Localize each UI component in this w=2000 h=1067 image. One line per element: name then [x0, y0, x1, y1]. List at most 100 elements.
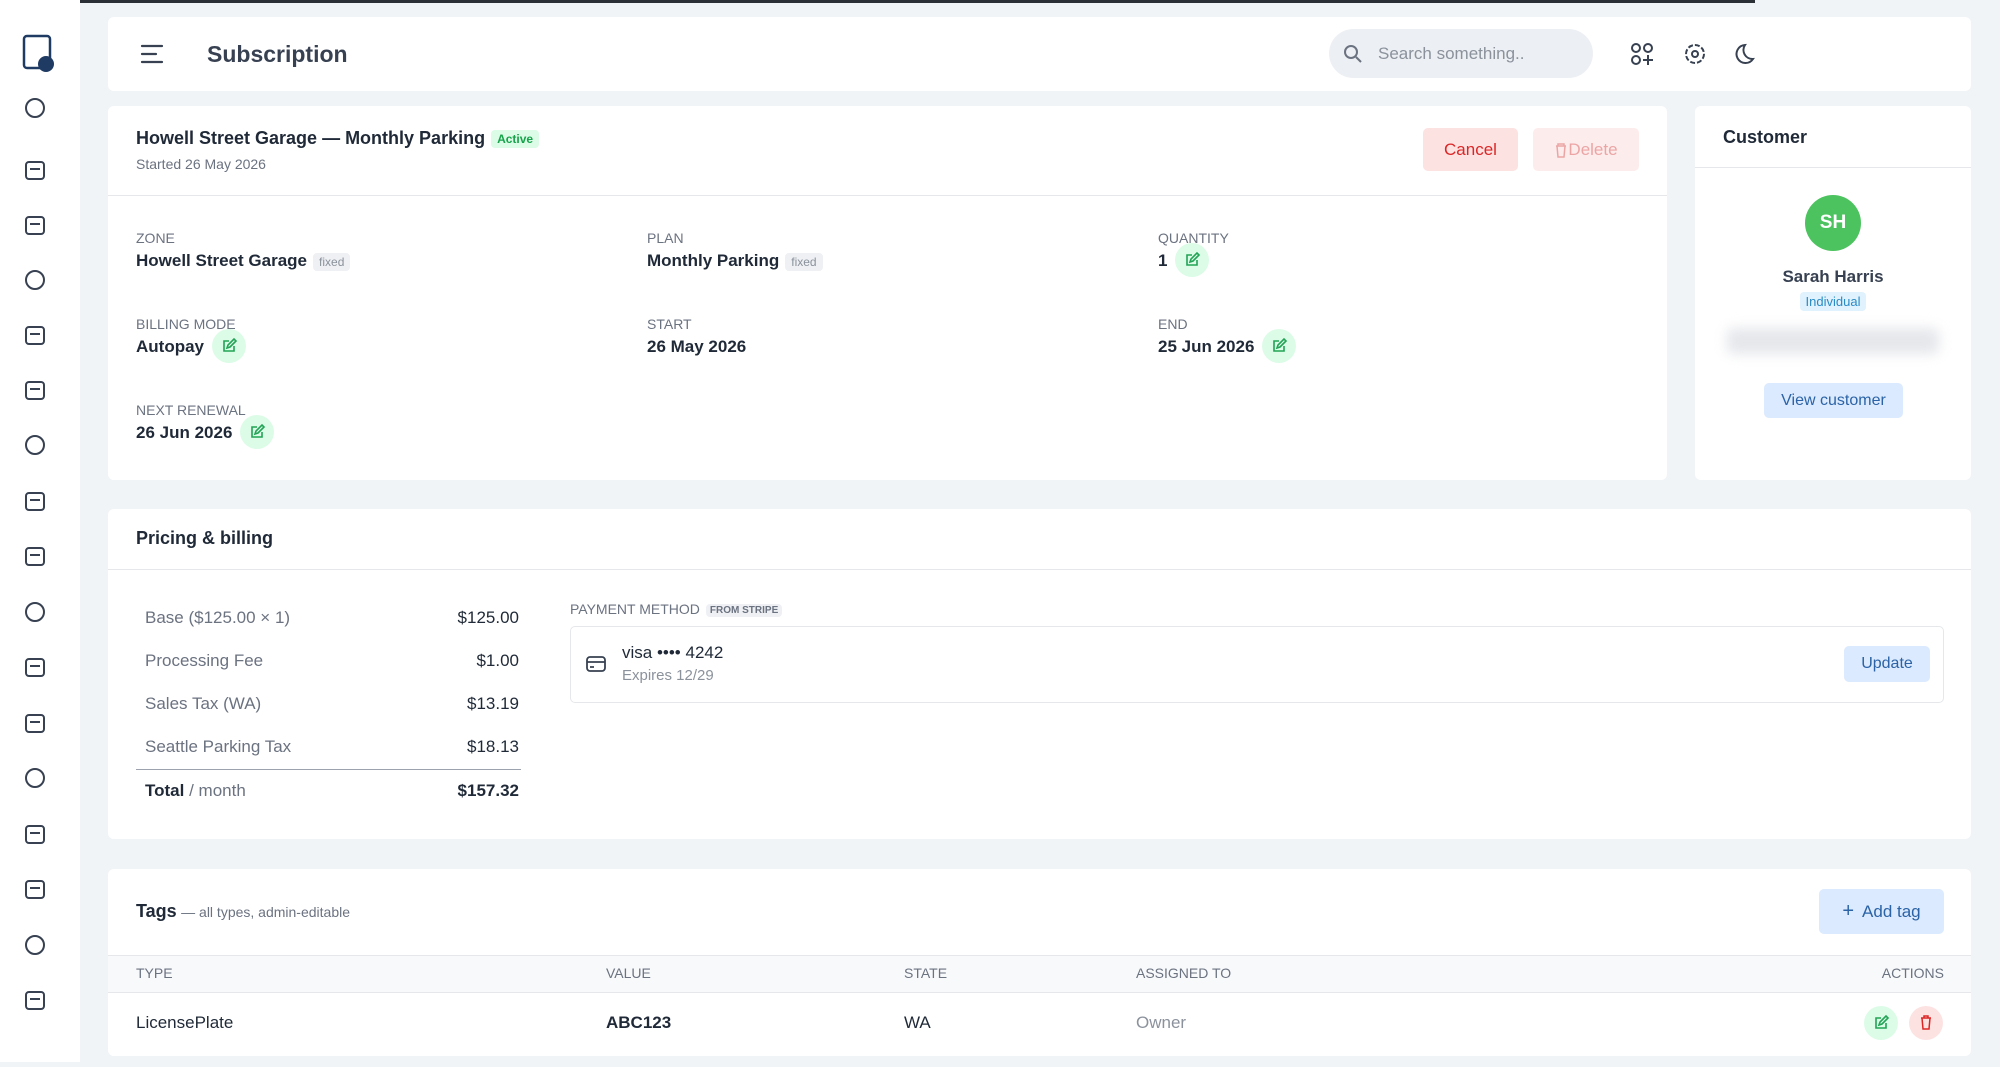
line-amount: $125.00 [457, 608, 519, 627]
delete-text: Delete [1568, 139, 1618, 159]
value-text: 25 Jun 2026 [1158, 337, 1255, 356]
nav-icon[interactable] [25, 435, 45, 455]
search-box[interactable]: Search something.. [1329, 29, 1593, 78]
field-value: 26 May 2026 [647, 337, 746, 357]
nav-icon[interactable] [25, 547, 45, 566]
tags-subtitle: — all types, admin-editable [181, 904, 351, 920]
card-icon [586, 656, 606, 672]
fixed-badge: fixed [313, 252, 351, 271]
payment-method-label: PAYMENT METHOD FROM STRIPE [570, 601, 783, 617]
divider [108, 569, 1971, 570]
field-label: NEXT RENEWAL [136, 402, 246, 418]
customer-type-wrap: Individual [1695, 292, 1971, 311]
customer-type: Individual [1799, 292, 1867, 311]
edit-tag-button[interactable] [1864, 1006, 1898, 1040]
field-value: 25 Jun 2026 [1158, 337, 1254, 357]
blurred-info [1727, 328, 1939, 354]
sidebar-icons [22, 34, 54, 1010]
menu-icon[interactable] [140, 43, 164, 65]
edit-button[interactable] [1175, 243, 1210, 277]
column-header: VALUE [606, 965, 651, 981]
field-label: BILLING MODE [136, 316, 236, 332]
cell: ABC123 [606, 1013, 672, 1032]
field-label: QUANTITY [1158, 230, 1229, 246]
field-value: 26 Jun 2026 [136, 423, 232, 443]
line-label: Sales Tax (WA) [145, 694, 262, 713]
line-amount: $18.13 [467, 737, 519, 756]
delete-button[interactable]: Delete [1533, 128, 1639, 171]
search-icon [1344, 45, 1362, 63]
edit-button[interactable] [212, 329, 246, 363]
nav-icon[interactable] [25, 161, 45, 180]
icon [223, 337, 238, 352]
line-amount: $13.19 [467, 694, 519, 713]
nav-icon[interactable] [25, 381, 45, 400]
started-date: Started 26 May 2026 [136, 156, 266, 172]
nav-icon[interactable] [25, 880, 45, 899]
pm-text: PAYMENT METHOD [570, 601, 700, 617]
cell: LicensePlate [136, 1013, 234, 1032]
apps-icon[interactable] [1630, 42, 1654, 66]
nav-icon[interactable] [25, 492, 45, 511]
add-tag-button[interactable]: + Add tag [1819, 889, 1944, 934]
subscription-card: Howell Street Garage — Monthly Parking Ac… [108, 106, 1667, 480]
total-suffix: / month [189, 781, 246, 800]
status-badge: Active [491, 130, 540, 149]
logo[interactable] [22, 34, 54, 72]
nav-icon[interactable] [25, 326, 45, 345]
nav-icon[interactable] [25, 602, 45, 622]
tags-title: Tags [136, 901, 177, 921]
field-value: Autopay [136, 337, 204, 357]
delete-tag-button[interactable] [1909, 1006, 1943, 1040]
value-text: Autopay [136, 337, 204, 356]
nav-icon[interactable] [25, 270, 45, 290]
line-label: Seattle Parking Tax [145, 737, 292, 756]
total-amount: $157.32 [457, 781, 519, 800]
column-header: ASSIGNED TO [1136, 965, 1232, 981]
icon [1273, 337, 1288, 352]
nav-icon[interactable] [25, 714, 45, 733]
nav-icon[interactable] [25, 658, 45, 677]
nav-icon[interactable] [25, 216, 45, 235]
nav-icon[interactable] [25, 98, 45, 118]
edit-button[interactable] [1262, 329, 1297, 363]
card-expiry: Expires 12/29 [622, 667, 714, 684]
field-label: START [647, 316, 692, 332]
nav-icon[interactable] [25, 768, 45, 788]
icon [251, 423, 266, 438]
field-value: 1 [1158, 251, 1167, 271]
add-tag-text: Add tag [1862, 901, 1921, 921]
settings-icon[interactable] [1683, 42, 1707, 66]
title-text: Howell Street Garage — Monthly Parking [136, 128, 486, 148]
tags-card: Tags — all types, admin-editable + Add ta… [108, 869, 1971, 1056]
payment-card-box: visa •••• 4242 Expires 12/29 Update [570, 626, 1944, 703]
column-header: TYPE [136, 965, 173, 981]
value-text: 1 [1158, 251, 1168, 270]
field-value: Monthly Parking fixed [647, 251, 823, 271]
tags-heading: Tags — all types, admin-editable [136, 901, 350, 922]
nav-icon[interactable] [25, 935, 45, 955]
total-text: Total [145, 781, 185, 800]
update-button[interactable]: Update [1844, 646, 1930, 682]
search-placeholder: Search something.. [1378, 44, 1525, 63]
field-value: Howell Street Garage fixed [136, 251, 351, 271]
line-label: Base ($125.00 × 1) [145, 608, 291, 627]
avatar: SH [1805, 195, 1861, 251]
line-label: Processing Fee [145, 651, 264, 670]
plus-icon: + [1842, 900, 1855, 922]
table-header [108, 955, 1971, 993]
edit-button[interactable] [240, 415, 275, 449]
field-label: END [1158, 316, 1188, 332]
fixed-badge: fixed [785, 252, 823, 271]
sidebar [0, 0, 80, 1062]
nav-icon[interactable] [25, 825, 45, 844]
field-label: ZONE [136, 230, 175, 246]
customer-heading: Customer [1723, 127, 1808, 147]
theme-icon[interactable] [1735, 42, 1759, 66]
divider [108, 195, 1667, 196]
cancel-button[interactable]: Cancel [1423, 128, 1518, 171]
field-label: PLAN [647, 230, 684, 246]
nav-icon[interactable] [25, 991, 45, 1010]
view-customer-button[interactable]: View customer [1764, 383, 1903, 418]
column-header: ACTIONS [1881, 965, 1944, 981]
